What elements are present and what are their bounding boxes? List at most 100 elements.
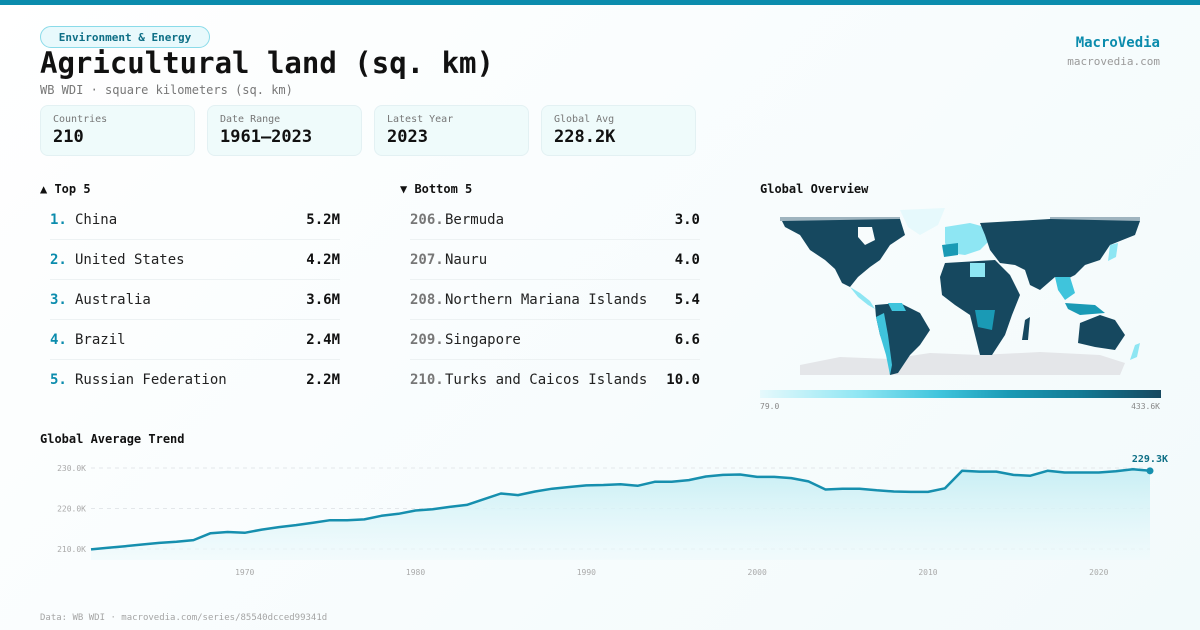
- stats-row: Countries 210 Date Range 1961–2023 Lates…: [40, 105, 696, 156]
- list-item[interactable]: 1. China 5.2M: [50, 200, 340, 240]
- rank: 210.: [410, 372, 444, 388]
- country-value: 2.4M: [306, 331, 340, 348]
- list-item[interactable]: 4. Brazil 2.4M: [50, 320, 340, 360]
- list-item[interactable]: 3. Australia 3.6M: [50, 280, 340, 320]
- rank: 207.: [410, 251, 444, 268]
- region-africa[interactable]: [940, 260, 1020, 355]
- page-subtitle: WB WDI · square kilometers (sq. km): [40, 83, 293, 97]
- country-name: Russian Federation: [75, 372, 227, 388]
- country-value: 3.6M: [306, 291, 340, 308]
- country-value: 3.0: [674, 211, 700, 228]
- svg-text:1990: 1990: [577, 568, 596, 577]
- country-name: Singapore: [445, 331, 521, 348]
- y-axis-ticks: 210.0K 220.0K 230.0K: [57, 464, 86, 554]
- country-value: 4.0: [674, 251, 700, 268]
- region-venezuela[interactable]: [888, 303, 906, 311]
- region-asia[interactable]: [980, 219, 1140, 290]
- world-choropleth-map[interactable]: [780, 205, 1140, 380]
- region-southeast-asia[interactable]: [1055, 277, 1075, 300]
- country-name: Turks and Caicos Islands: [445, 372, 648, 388]
- stat-value: 2023: [387, 127, 428, 147]
- list-item[interactable]: 206. Bermuda 3.0: [410, 200, 700, 240]
- region-libya[interactable]: [970, 263, 985, 277]
- region-iberia-france[interactable]: [942, 243, 958, 257]
- bottom5-list: ▼ Bottom 5 206. Bermuda 3.0 207. Nauru 4…: [400, 180, 700, 400]
- top5-list: ▲ Top 5 1. China 5.2M 2. United States 4…: [40, 180, 340, 400]
- region-japan[interactable]: [1108, 243, 1118, 261]
- rank: 2.: [50, 251, 67, 268]
- svg-text:230.0K: 230.0K: [57, 464, 86, 473]
- top5-title: ▲ Top 5: [40, 182, 91, 196]
- country-value: 4.2M: [306, 251, 340, 268]
- stat-card-global-avg: Global Avg 228.2K: [541, 105, 696, 156]
- rank: 1.: [50, 211, 67, 228]
- top-accent-bar: [0, 0, 1200, 5]
- rank: 4.: [50, 331, 67, 348]
- x-axis-ticks: 1970 1980 1990 2000 2010 2020: [235, 568, 1108, 577]
- region-south-america-west[interactable]: [876, 313, 892, 375]
- last-value-label: 229.3K: [1132, 454, 1168, 465]
- region-central-africa[interactable]: [975, 310, 995, 330]
- trend-area-chart[interactable]: 210.0K 220.0K 230.0K 1970 1980 1990 2000 2010 2…: [0, 440, 1200, 590]
- page-title: Agricultural land (sq. km): [40, 46, 494, 80]
- region-new-zealand[interactable]: [1130, 343, 1140, 360]
- stat-label: Latest Year: [387, 114, 454, 125]
- stat-value: 228.2K: [554, 127, 616, 147]
- category-badge[interactable]: Environment & Energy: [40, 26, 210, 48]
- trend-area-fill: [91, 469, 1150, 560]
- stat-card-countries: Countries 210: [40, 105, 195, 156]
- country-value: 5.4: [674, 291, 700, 308]
- region-arctic-band: [780, 217, 900, 221]
- country-name: Bermuda: [445, 211, 505, 228]
- list-item[interactable]: 208. Northern Mariana Islands 5.4: [410, 280, 700, 320]
- list-item[interactable]: 209. Singapore 6.6: [410, 320, 700, 360]
- region-arctic-band-east: [1050, 217, 1140, 221]
- svg-text:2000: 2000: [748, 568, 767, 577]
- country-name: Northern Mariana Islands: [445, 291, 648, 308]
- footer-source: Data: WB WDI · macrovedia.com/series/855…: [40, 613, 328, 623]
- stat-label: Date Range: [220, 114, 281, 125]
- svg-text:210.0K: 210.0K: [57, 545, 86, 554]
- stat-label: Global Avg: [554, 114, 615, 125]
- legend-max-label: 433.6K: [1131, 402, 1160, 411]
- region-antarctica: [800, 352, 1125, 375]
- rank: 208.: [410, 291, 444, 308]
- rank: 209.: [410, 331, 444, 348]
- country-value: 5.2M: [306, 211, 340, 228]
- stat-value: 210: [53, 127, 84, 147]
- brand-url[interactable]: macrovedia.com: [1067, 55, 1160, 68]
- region-central-america[interactable]: [850, 287, 875, 309]
- category-badge-label: Environment & Energy: [58, 30, 192, 44]
- brand-logo[interactable]: MacroVedia: [1075, 35, 1160, 51]
- last-point-marker[interactable]: [1146, 467, 1154, 475]
- bottom5-title: ▼ Bottom 5: [400, 182, 473, 196]
- region-north-america[interactable]: [782, 219, 905, 287]
- stat-card-date-range: Date Range 1961–2023: [207, 105, 362, 156]
- country-name: Australia: [75, 291, 151, 308]
- map-legend-colorbar: [760, 390, 1161, 398]
- stat-card-latest-year: Latest Year 2023: [374, 105, 529, 156]
- rank: 206.: [410, 211, 444, 228]
- trend-title: Global Average Trend: [40, 432, 185, 446]
- svg-text:220.0K: 220.0K: [57, 505, 86, 514]
- stat-label: Countries: [53, 114, 108, 125]
- list-item[interactable]: 210. Turks and Caicos Islands 10.0: [410, 360, 700, 400]
- country-value: 10.0: [666, 372, 700, 388]
- list-item[interactable]: 207. Nauru 4.0: [410, 240, 700, 280]
- rank: 3.: [50, 291, 67, 308]
- region-madagascar[interactable]: [1022, 317, 1030, 340]
- list-item[interactable]: 2. United States 4.2M: [50, 240, 340, 280]
- country-name: Brazil: [75, 331, 126, 348]
- legend-min-label: 79.0: [760, 402, 780, 411]
- region-greenland[interactable]: [900, 208, 945, 235]
- svg-text:2020: 2020: [1089, 568, 1108, 577]
- svg-text:1980: 1980: [406, 568, 425, 577]
- svg-text:2010: 2010: [918, 568, 937, 577]
- country-name: China: [75, 211, 118, 228]
- country-name: Nauru: [445, 251, 488, 268]
- region-australia[interactable]: [1078, 315, 1125, 350]
- region-indonesia[interactable]: [1065, 303, 1105, 315]
- region-hudson-bay: [858, 227, 875, 245]
- list-item[interactable]: 5. Russian Federation 2.2M: [50, 360, 340, 400]
- country-value: 2.2M: [306, 372, 340, 388]
